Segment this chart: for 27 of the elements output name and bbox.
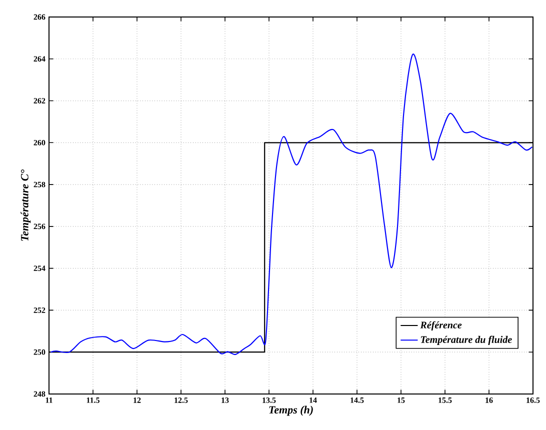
x-tick-label: 14 <box>310 398 317 403</box>
x-tick-label: 15 <box>398 398 405 403</box>
line-series <box>50 54 533 355</box>
x-tick-label: 11 <box>46 398 52 403</box>
x-tick-label: 11.5 <box>86 398 100 403</box>
y-tick-label: 266 <box>34 14 46 20</box>
legend-label: Référence <box>420 321 462 330</box>
y-tick-label: 258 <box>34 182 46 188</box>
x-tick-label: 14.5 <box>350 398 364 403</box>
x-axis-title: Temps (h) <box>269 406 313 416</box>
x-tick-label: 16 <box>486 398 493 403</box>
y-tick-label: 248 <box>34 391 46 397</box>
x-tick-label: 12.5 <box>174 398 188 403</box>
y-tick-label: 254 <box>34 266 46 272</box>
x-tick-label: 16.5 <box>526 398 540 403</box>
x-tick-label: 13 <box>222 398 229 403</box>
y-axis-title: Température C° <box>20 169 31 241</box>
y-tick-label: 256 <box>34 224 46 230</box>
y-tick-label: 260 <box>34 140 46 146</box>
y-tick-label: 264 <box>34 56 46 62</box>
y-tick-label: 252 <box>34 308 46 313</box>
y-tick-label: 262 <box>34 98 46 104</box>
y-tick-label: 250 <box>34 349 46 355</box>
x-tick-label: 12 <box>134 398 141 403</box>
legend-label: Température du fluide <box>420 336 512 345</box>
x-tick-label: 13.5 <box>262 398 276 403</box>
x-tick-label: 15.5 <box>438 398 452 403</box>
